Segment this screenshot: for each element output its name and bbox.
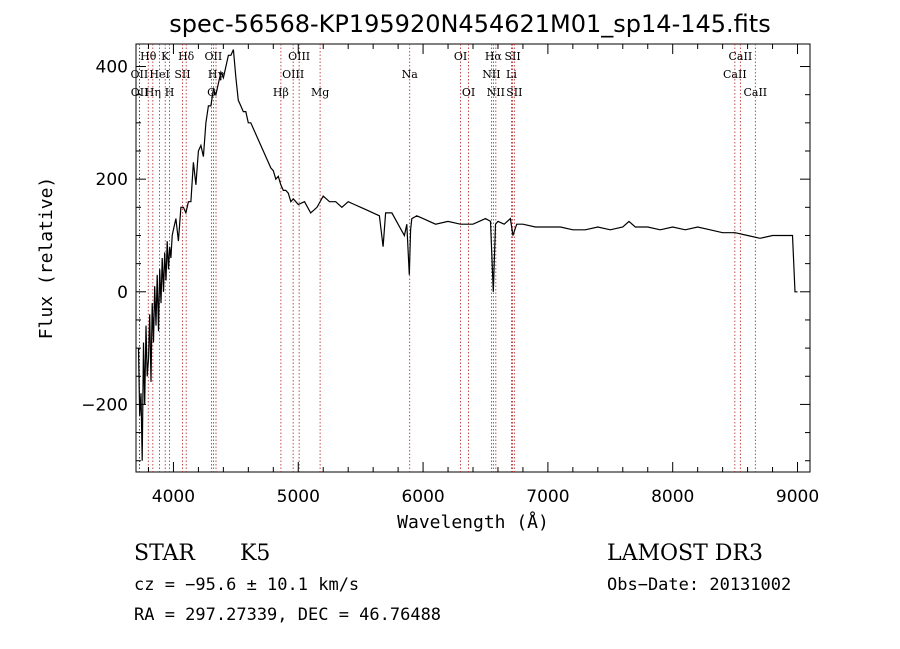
spectral-line-label: CaII [723, 68, 747, 81]
info-panel: STAR K5 LAMOST DR3 cz = −95.6 ± 10.1 km/… [134, 541, 791, 625]
spectral-line-label: SII [506, 86, 522, 99]
spectral-line-label: Hδ [178, 50, 195, 63]
spectral-line-label: Hβ [273, 86, 289, 99]
plot-frame [135, 43, 811, 473]
spectrum-line [137, 49, 798, 461]
spectral-line-label: Hα [485, 50, 503, 63]
x-tick-label: 5000 [277, 487, 320, 507]
spectral-line-label: OII [131, 68, 149, 81]
y-tick-label: −200 [81, 395, 128, 415]
survey-name: LAMOST DR3 [607, 541, 763, 566]
y-tick-label: 200 [96, 170, 128, 190]
x-tick-label: 4000 [152, 487, 195, 507]
spectral-line-label: Hγ [208, 68, 225, 81]
spectral-line-label: Li [506, 68, 517, 81]
coordinates-text: RA = 297.27339, DEC = 46.76488 [134, 605, 441, 625]
spectral-line-label: NII [487, 86, 505, 99]
obs-date-text: Obs−Date: 20131002 [607, 575, 791, 595]
spectral-line-label: CaII [743, 86, 767, 99]
object-class: STAR [134, 541, 196, 566]
y-axis-label: Flux (relative) [36, 177, 57, 340]
spectral-line-label: OIII [288, 50, 310, 63]
spectral-line-label: Mg [311, 86, 329, 99]
spectral-line-label: OI [454, 50, 467, 63]
spectral-line-label: HeI [149, 68, 169, 81]
object-subclass: K5 [240, 541, 270, 566]
y-tick-label: 0 [117, 283, 128, 303]
x-tick-label: 9000 [776, 487, 819, 507]
spectral-line-label: H [165, 86, 175, 99]
x-axis-ticks: 4000 5000 6000 7000 8000 9000 [147, 44, 819, 507]
spectral-line-label: SII [504, 50, 520, 63]
spectral-line-label: Hη [145, 86, 161, 99]
spectral-line-label: SII [174, 68, 190, 81]
spectral-line-label: NII [482, 68, 500, 81]
y-axis-ticks: −200 0 200 400 [81, 58, 810, 462]
x-tick-label: 7000 [526, 487, 569, 507]
chart-title: spec-56568-KP195920N454621M01_sp14-145.f… [169, 10, 770, 38]
spectral-line-label: OII [205, 50, 223, 63]
spectral-line-label: G [207, 86, 216, 99]
spectral-line-label: K [161, 50, 170, 63]
spectral-line-label: CaII [729, 50, 753, 63]
spectral-line-label: Na [402, 68, 419, 81]
x-axis-label: Wavelength (Å) [397, 511, 549, 533]
spectral-line-label: OI [462, 86, 475, 99]
x-tick-label: 8000 [651, 487, 694, 507]
spectral-line-label: OII [131, 86, 149, 99]
spectral-line-label: OIII [282, 68, 304, 81]
y-tick-label: 400 [96, 58, 128, 78]
x-tick-label: 6000 [401, 487, 444, 507]
spectral-line-label: Hθ [140, 50, 157, 63]
spectral-line-markers [138, 44, 756, 472]
redshift-text: cz = −95.6 ± 10.1 km/s [134, 575, 359, 595]
